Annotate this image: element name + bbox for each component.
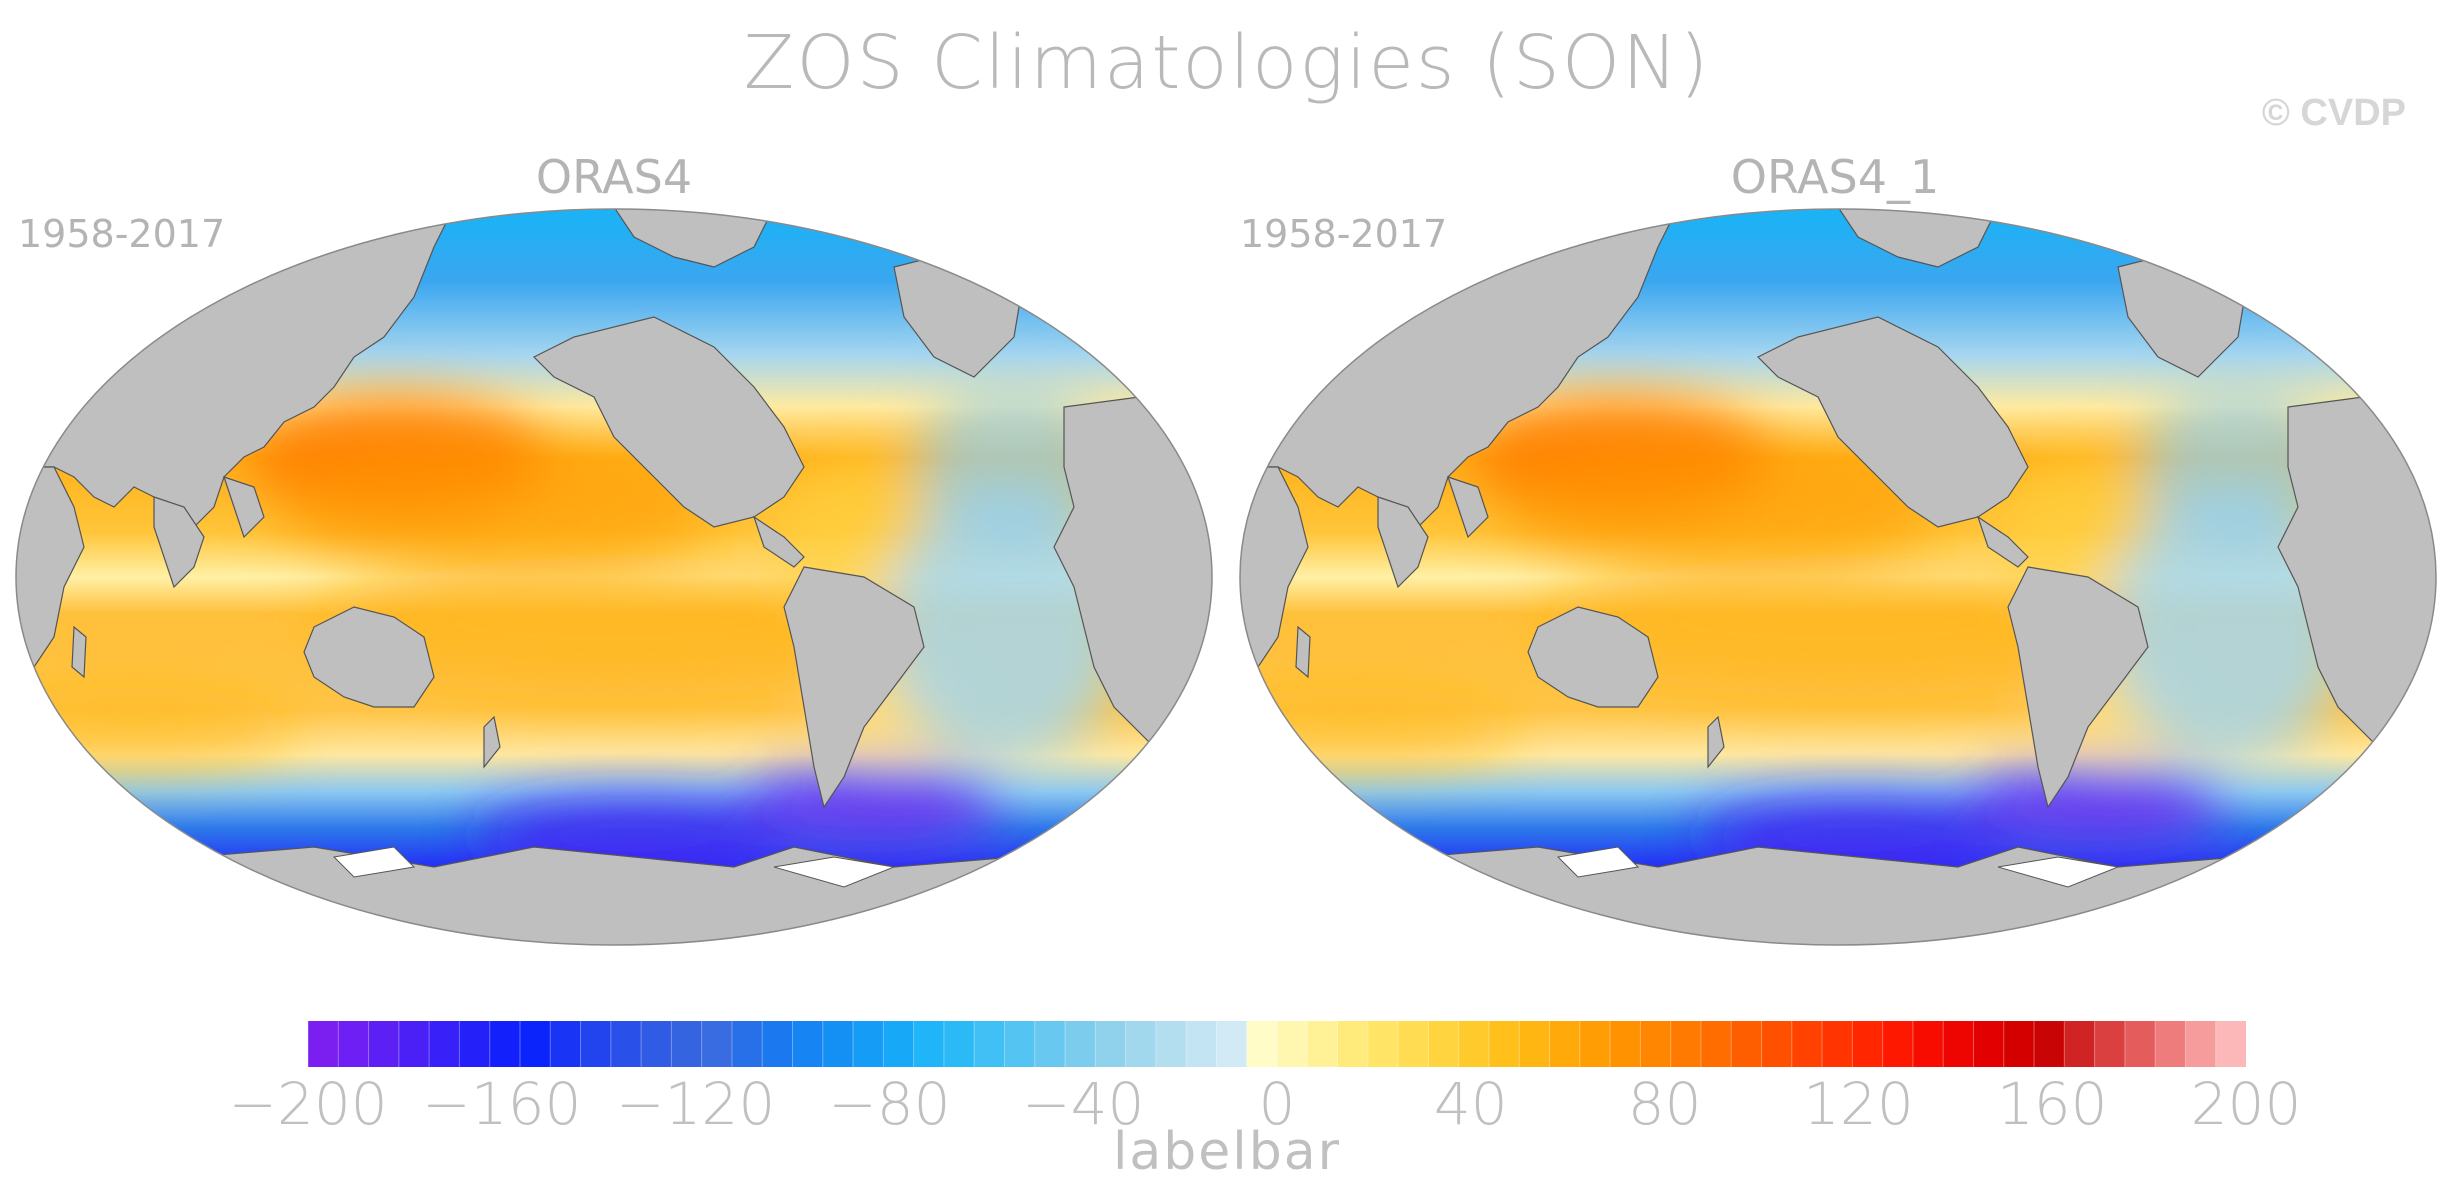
period-label-left: 1958-2017 — [18, 212, 226, 256]
colorbar-swatch — [822, 1021, 854, 1067]
colorbar-swatch — [731, 1021, 763, 1067]
colorbar-swatch — [671, 1021, 703, 1067]
colorbar-swatch — [1519, 1021, 1551, 1067]
colorbar-swatch — [429, 1021, 461, 1067]
colorbar-tick-label: 40 — [1433, 1070, 1508, 1138]
colorbar-tick-label: −200 — [228, 1070, 388, 1138]
colorbar-swatch — [2155, 1021, 2187, 1067]
colorbar-swatch — [762, 1021, 794, 1067]
colorbar — [308, 1021, 2246, 1067]
colorbar-swatch — [974, 1021, 1006, 1067]
colorbar-swatch — [1337, 1021, 1369, 1067]
colorbar-swatch — [550, 1021, 582, 1067]
colorbar-label: labelbar — [1112, 1122, 1341, 1182]
colorbar-tick-label: −120 — [615, 1070, 776, 1138]
colorbar-swatch — [1882, 1021, 1914, 1067]
panel-title-left: ORAS4 — [535, 150, 693, 204]
colorbar-swatch — [610, 1021, 642, 1067]
colorbar-swatch — [1034, 1021, 1066, 1067]
colorbar-swatch — [338, 1021, 370, 1067]
colorbar-swatch — [1004, 1021, 1036, 1067]
colorbar-swatch — [1277, 1021, 1308, 1067]
colorbar-swatch — [2003, 1021, 2035, 1067]
colorbar-swatch — [308, 1021, 339, 1067]
colorbar-swatch — [1458, 1021, 1490, 1067]
colorbar-tick-label: −160 — [422, 1070, 582, 1138]
colorbar-swatch — [1367, 1021, 1399, 1067]
colorbar-swatch — [1216, 1021, 1248, 1067]
colorbar-swatch — [1852, 1021, 1884, 1067]
colorbar-swatch — [1579, 1021, 1611, 1067]
colorbar-swatch — [1640, 1021, 1672, 1067]
colorbar-swatch — [2124, 1021, 2156, 1067]
colorbar-swatch — [1095, 1021, 1127, 1067]
colorbar-tick-label: −40 — [1021, 1070, 1145, 1138]
colorbar-swatch — [701, 1021, 733, 1067]
colorbar-swatch — [853, 1021, 884, 1067]
colorbar-swatch — [1398, 1021, 1430, 1067]
colorbar-swatch — [1155, 1021, 1187, 1067]
colorbar-swatch — [580, 1021, 612, 1067]
credit-label: © CVDP — [2261, 92, 2406, 134]
colorbar-swatch — [1791, 1021, 1823, 1067]
colorbar-swatch — [1610, 1021, 1641, 1067]
colorbar-swatch — [1943, 1021, 1975, 1067]
colorbar-swatch — [1125, 1021, 1157, 1067]
colorbar-swatch — [913, 1021, 945, 1067]
colorbar-swatch — [1973, 1021, 2005, 1067]
ocean-map-left — [15, 208, 1213, 946]
figure-title: ZOS Climatologies (SON) — [743, 20, 1711, 106]
colorbar-swatch — [641, 1021, 672, 1067]
colorbar-swatch — [1912, 1021, 1944, 1067]
colorbar-swatch — [792, 1021, 824, 1067]
colorbar-swatch — [1731, 1021, 1763, 1067]
colorbar-swatch — [1428, 1021, 1460, 1067]
colorbar-swatch — [1246, 1021, 1278, 1067]
colorbar-tick-label: 0 — [1258, 1070, 1296, 1138]
colorbar-tick-label: 80 — [1627, 1070, 1702, 1138]
colorbar-swatch — [489, 1021, 521, 1067]
colorbar-swatch — [459, 1021, 491, 1067]
colorbar-swatch — [1761, 1021, 1793, 1067]
colorbar-tick-label: 160 — [1996, 1070, 2108, 1138]
colorbar-swatch — [1488, 1021, 1520, 1067]
colorbar-swatch — [1307, 1021, 1339, 1067]
colorbar-swatch — [1670, 1021, 1702, 1067]
colorbar-swatch — [1065, 1021, 1096, 1067]
colorbar-swatch — [519, 1021, 551, 1067]
colorbar-swatch — [1549, 1021, 1581, 1067]
colorbar-swatch — [2034, 1021, 2065, 1067]
colorbar-swatch — [398, 1021, 430, 1067]
colorbar-swatch — [368, 1021, 400, 1067]
colorbar-swatch — [1700, 1021, 1732, 1067]
colorbar-swatch — [943, 1021, 975, 1067]
colorbar-swatch — [1822, 1021, 1853, 1067]
colorbar-swatch — [2064, 1021, 2096, 1067]
colorbar-tick-label: 200 — [2190, 1070, 2302, 1138]
colorbar-tick-label: 120 — [1803, 1070, 1914, 1138]
colorbar-tick-label: −80 — [828, 1070, 951, 1138]
ocean-map-right — [1239, 208, 2437, 946]
panel-title-right: ORAS4_1 — [1730, 150, 1940, 204]
colorbar-swatch — [2094, 1021, 2126, 1067]
colorbar-swatch — [883, 1021, 915, 1067]
colorbar-swatch — [2185, 1021, 2217, 1067]
period-label-right: 1958-2017 — [1240, 212, 1448, 256]
colorbar-swatch — [1186, 1021, 1218, 1067]
colorbar-swatch — [2215, 1021, 2246, 1067]
